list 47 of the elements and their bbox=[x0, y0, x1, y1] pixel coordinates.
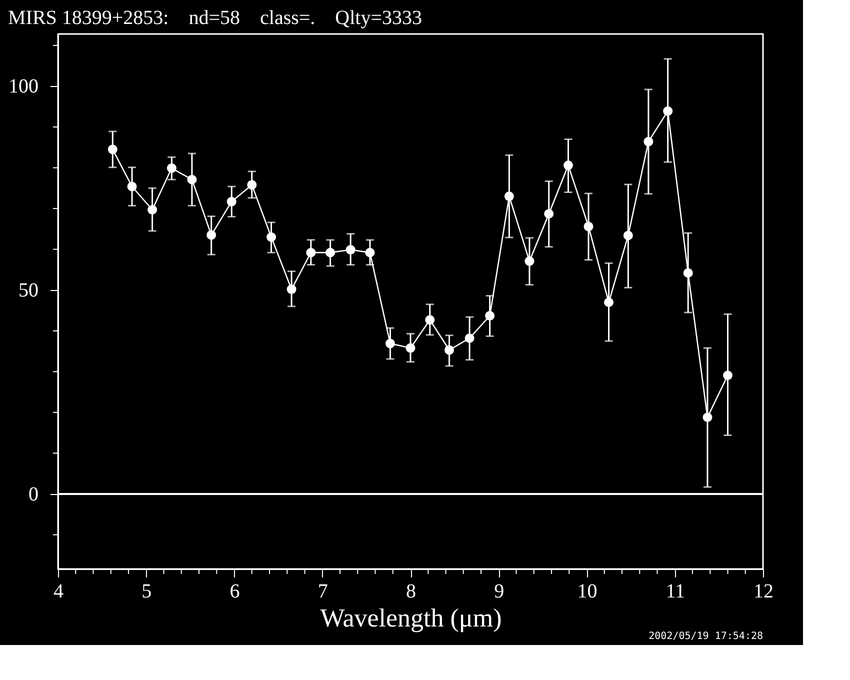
text: 2002/05/19 17:54:28 bbox=[648, 631, 763, 642]
point bbox=[544, 209, 554, 219]
point bbox=[464, 333, 474, 343]
point bbox=[346, 244, 356, 254]
point bbox=[444, 345, 454, 355]
point bbox=[306, 248, 316, 258]
point bbox=[326, 248, 336, 258]
point bbox=[166, 163, 176, 173]
y-tick-label: 100 bbox=[8, 76, 38, 98]
point bbox=[604, 298, 614, 308]
x-tick-label: 10 bbox=[577, 580, 598, 602]
point bbox=[584, 222, 594, 232]
point bbox=[663, 106, 673, 116]
point bbox=[485, 311, 495, 321]
y-tick-label: 0 bbox=[28, 483, 38, 506]
point bbox=[406, 343, 416, 353]
point bbox=[504, 192, 514, 202]
y-tick-label: 50 bbox=[18, 280, 38, 302]
x-tick-label: 4 bbox=[54, 580, 64, 602]
point bbox=[623, 230, 633, 240]
x-tick-label: 5 bbox=[142, 580, 152, 602]
point bbox=[564, 160, 573, 170]
point bbox=[127, 182, 137, 192]
point bbox=[385, 338, 395, 348]
point bbox=[148, 205, 158, 214]
x-tick-label: 11 bbox=[666, 580, 686, 602]
point bbox=[286, 284, 296, 294]
point bbox=[187, 174, 197, 184]
point bbox=[226, 196, 236, 206]
x-tick-label: 7 bbox=[318, 580, 328, 602]
point bbox=[683, 268, 693, 278]
point bbox=[702, 412, 712, 422]
x-tick-label: 12 bbox=[754, 580, 774, 602]
point bbox=[365, 248, 375, 258]
x-axis-title: Wavelength (μm) bbox=[320, 604, 502, 632]
x-tick-label: 6 bbox=[230, 580, 240, 602]
point bbox=[108, 144, 118, 154]
x-tick-label: 8 bbox=[406, 580, 416, 602]
point bbox=[524, 256, 534, 266]
x-tick-label: 9 bbox=[494, 580, 504, 602]
point bbox=[425, 315, 435, 325]
point bbox=[644, 136, 654, 146]
point bbox=[266, 232, 276, 242]
point bbox=[247, 180, 257, 190]
point bbox=[206, 230, 216, 240]
chart-title: MIRS 18399+2853: nd=58 class=. Qlty=3333 bbox=[8, 7, 422, 29]
point bbox=[723, 370, 732, 380]
